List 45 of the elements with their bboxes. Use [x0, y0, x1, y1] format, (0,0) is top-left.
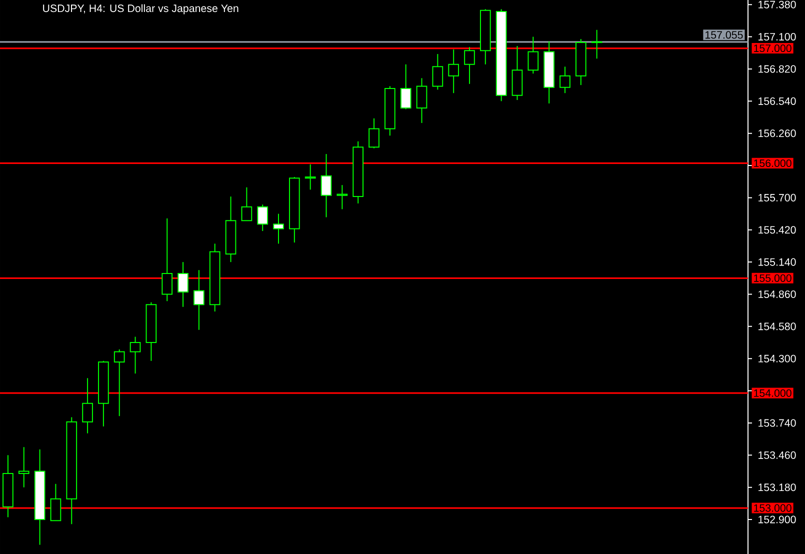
candlestick	[130, 336, 141, 374]
candlestick	[591, 29, 602, 60]
candlestick	[273, 213, 284, 244]
candlestick	[178, 262, 188, 308]
candlestick	[18, 446, 30, 488]
y-tick-label: 153.460	[758, 451, 796, 459]
chart-title: USDJPY, H4: US Dollar vs Japanese Yen	[43, 4, 238, 14]
candlestick	[560, 66, 570, 94]
y-tick-label: 156.820	[758, 65, 796, 73]
y-tick-label: 155.420	[758, 226, 796, 234]
ref-line-label: 154.000	[754, 389, 792, 397]
y-tick-label: 153.180	[758, 484, 796, 492]
y-tick-label: 152.900	[758, 516, 796, 524]
y-tick-label: 157.100	[758, 33, 796, 41]
ref-line-label: 156.000	[754, 159, 792, 167]
candlestick	[194, 270, 204, 330]
candlestick	[162, 218, 173, 302]
candlestick	[257, 204, 268, 232]
y-tick-label: 154.300	[758, 354, 796, 362]
candlestick	[528, 36, 539, 74]
candlestick	[336, 184, 348, 210]
y-tick-label: 155.700	[758, 194, 796, 202]
y-tick-label: 154.580	[758, 322, 796, 330]
y-tick-label: 153.740	[758, 419, 796, 427]
candlestick	[241, 186, 252, 222]
candlestick	[304, 164, 316, 190]
ref-line-label: 157.000	[754, 44, 792, 52]
ref-line-label: 153.000	[754, 504, 792, 512]
y-tick-label: 155.140	[758, 258, 796, 266]
candlestick	[416, 78, 428, 124]
candlestick	[400, 64, 412, 110]
candlestick	[114, 348, 125, 417]
candlestick	[368, 118, 380, 149]
candlestick	[448, 48, 460, 94]
candlestick	[50, 483, 62, 522]
ref-line-label: 157.055	[705, 31, 743, 39]
y-tick-label: 157.380	[758, 0, 796, 8]
candlestick	[464, 46, 475, 84]
candlestick	[432, 54, 444, 90]
candlestick	[320, 154, 332, 218]
y-tick-label: 156.540	[758, 97, 796, 105]
y-tick-label: 154.860	[758, 290, 796, 298]
candlestick	[82, 378, 93, 434]
ref-line-label: 155.000	[754, 274, 792, 282]
y-tick-label: 156.260	[758, 130, 796, 138]
